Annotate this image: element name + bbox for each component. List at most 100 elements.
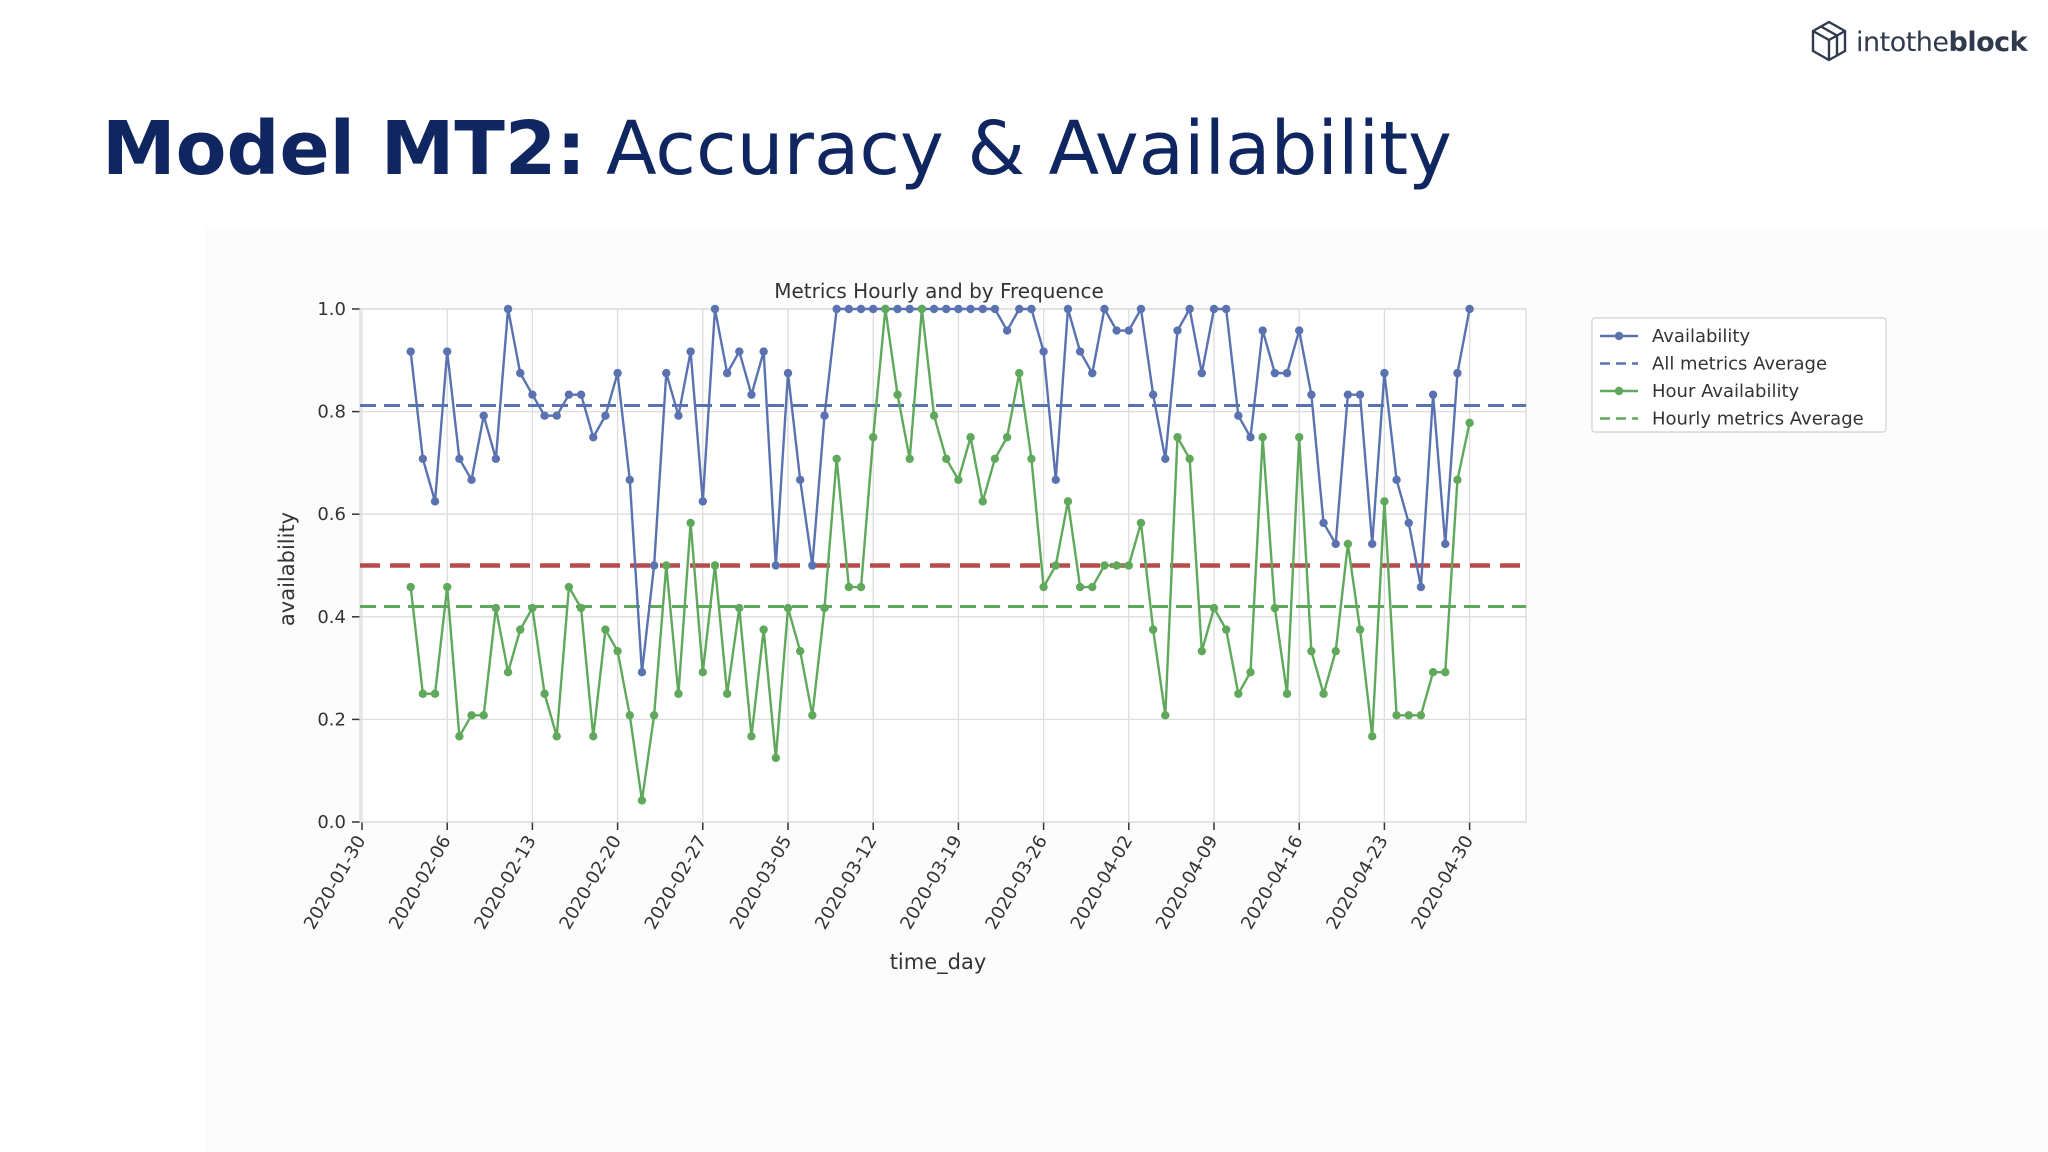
data-point <box>430 689 440 698</box>
data-point <box>443 582 452 592</box>
data-point <box>795 646 805 656</box>
data-point <box>869 433 878 442</box>
data-point <box>686 518 695 528</box>
data-point <box>540 411 549 420</box>
data-point <box>1441 668 1450 677</box>
y-tick-label: 0.6 <box>317 504 346 525</box>
data-point <box>929 411 939 420</box>
data-point <box>820 411 829 420</box>
data-point <box>1088 582 1097 592</box>
data-point <box>1428 390 1438 399</box>
data-point <box>1221 625 1231 634</box>
data-point <box>1148 390 1158 399</box>
data-point <box>759 347 768 356</box>
data-point <box>1380 368 1389 378</box>
data-point <box>722 689 732 698</box>
data-point <box>479 711 488 720</box>
data-point <box>540 689 549 698</box>
data-point <box>1136 518 1146 528</box>
data-point <box>808 711 817 720</box>
data-point <box>491 454 501 463</box>
data-point <box>589 433 598 442</box>
data-point <box>674 689 683 698</box>
data-point <box>1270 603 1280 613</box>
data-point <box>735 347 744 356</box>
data-point <box>503 668 513 677</box>
data-point <box>1295 433 1304 442</box>
data-point <box>552 411 561 420</box>
x-tick-label: 2020-04-23 <box>1322 832 1392 933</box>
data-point <box>1416 711 1426 720</box>
data-point <box>1039 582 1048 592</box>
data-point <box>1112 326 1121 335</box>
data-point <box>1368 732 1377 741</box>
legend-item: Hourly metrics Average <box>1600 409 1864 430</box>
data-point <box>662 561 671 570</box>
data-point <box>491 603 501 613</box>
data-point <box>528 603 537 613</box>
data-point <box>917 304 927 314</box>
data-point <box>601 411 610 420</box>
data-point <box>443 347 452 356</box>
data-point <box>966 433 975 442</box>
data-point <box>1221 304 1231 314</box>
data-point <box>1100 561 1109 570</box>
data-point <box>649 561 659 570</box>
data-point <box>832 454 841 463</box>
x-tick-label: 2020-02-06 <box>385 832 455 933</box>
legend-label: Hourly metrics Average <box>1652 409 1864 430</box>
data-point <box>698 668 707 677</box>
data-point <box>601 625 610 634</box>
data-point <box>1258 326 1267 335</box>
data-point <box>418 454 428 463</box>
legend-item: Hour Availability <box>1600 381 1800 402</box>
data-point <box>942 304 951 314</box>
legend-swatch-marker <box>1614 386 1624 396</box>
data-point <box>637 796 647 805</box>
data-point <box>649 711 659 720</box>
data-point <box>881 304 890 314</box>
data-point <box>856 582 866 592</box>
chart-container: Metrics Hourly and by Frequence availabi… <box>206 226 2048 1152</box>
y-tick-label: 0.4 <box>317 607 346 628</box>
data-point <box>1124 326 1133 335</box>
data-point <box>1355 625 1365 634</box>
data-point <box>844 582 854 592</box>
data-point <box>1355 390 1365 399</box>
legend-label: All metrics Average <box>1652 354 1827 375</box>
data-point <box>1075 582 1085 592</box>
data-point <box>1295 326 1304 335</box>
data-point <box>954 475 963 485</box>
data-point <box>564 390 574 399</box>
data-point <box>576 603 586 613</box>
brand-logo: intotheblock <box>1810 20 2028 64</box>
data-point <box>1319 518 1328 528</box>
data-point <box>1404 711 1413 720</box>
data-point <box>552 732 561 741</box>
brand-name-part2: block <box>1948 26 2028 58</box>
y-tick-label: 0.8 <box>317 402 346 423</box>
data-point <box>1100 304 1109 314</box>
data-point <box>1051 475 1060 485</box>
x-tick-label: 2020-04-30 <box>1407 832 1477 933</box>
data-point <box>503 304 513 314</box>
data-point <box>710 561 720 570</box>
data-point <box>1185 304 1194 314</box>
x-tick-label: 2020-01-30 <box>300 832 370 933</box>
data-point <box>1161 711 1170 720</box>
data-point <box>662 368 671 378</box>
data-point <box>990 454 1000 463</box>
data-point <box>1453 368 1462 378</box>
data-point <box>1319 689 1328 698</box>
data-point <box>1002 326 1012 335</box>
data-point <box>966 304 975 314</box>
data-point <box>905 454 914 463</box>
brand-name-part1: intothe <box>1856 26 1949 58</box>
data-point <box>747 732 756 741</box>
legend-item: Availability <box>1600 326 1750 347</box>
x-tick-label: 2020-04-09 <box>1152 832 1222 933</box>
data-point <box>1209 603 1219 613</box>
brand-name: intotheblock <box>1856 26 2028 58</box>
data-point <box>1428 668 1438 677</box>
